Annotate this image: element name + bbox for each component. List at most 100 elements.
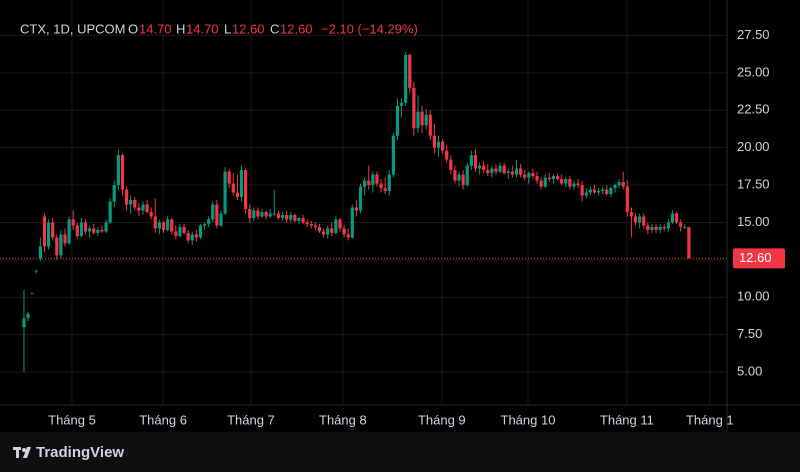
candle-body (170, 219, 174, 232)
candle-body (449, 159, 453, 171)
candle-body (161, 222, 166, 230)
candle-body (207, 219, 211, 224)
footer-bar (0, 432, 800, 472)
change-value: −2.10 (−14.29%) (321, 21, 418, 36)
candle-body (383, 188, 387, 192)
candle-body (461, 174, 465, 186)
candle-body (92, 228, 96, 233)
candle-body (523, 174, 527, 178)
candle-body (38, 246, 42, 259)
candle-body (198, 225, 203, 238)
candle-body (239, 170, 244, 198)
candle-body (588, 189, 592, 193)
open-label: O (128, 21, 138, 36)
candle-body (186, 232, 190, 241)
low-value: 12.60 (232, 21, 265, 36)
candle-body (276, 213, 281, 218)
candle-body (609, 188, 613, 195)
candle-body (243, 170, 248, 209)
candle-body (617, 182, 621, 186)
y-tick-label: 20.00 (737, 139, 770, 154)
candle-body (297, 217, 301, 221)
candle-body (120, 155, 125, 190)
candle-body (194, 234, 198, 238)
candle-body (445, 150, 449, 160)
candle-body (129, 200, 133, 205)
candle-body (592, 189, 597, 193)
candle-body (506, 171, 510, 174)
candle-body (539, 180, 543, 187)
candle-body (75, 225, 79, 236)
candle-body (535, 176, 539, 181)
candle-body (502, 165, 506, 174)
candle-body (104, 222, 108, 232)
x-tick-label: Tháng 9 (418, 412, 466, 427)
brand-name: TradingView (36, 444, 124, 461)
candle-body (260, 211, 264, 217)
candle-body (650, 226, 654, 230)
candle-body (34, 270, 38, 272)
candle-body (202, 223, 207, 226)
candle-body (83, 222, 88, 232)
high-value: 14.70 (186, 21, 219, 36)
candle-body (211, 204, 215, 220)
y-tick-label: 27.50 (737, 27, 770, 42)
candle-body (42, 216, 47, 247)
x-tick-label: Tháng 11 (600, 412, 654, 427)
candle-body (395, 105, 400, 136)
x-tick-label: Tháng 5 (48, 412, 96, 427)
candle-body (100, 229, 104, 232)
labels: 5.007.5010.0012.5015.0017.5020.0022.5025… (48, 27, 785, 427)
candle-body (687, 226, 691, 259)
candle-body (477, 165, 482, 169)
candle-body (153, 216, 157, 229)
candle-body (252, 210, 256, 218)
candle-body (490, 168, 494, 174)
candle-body (248, 208, 252, 218)
candle-body (124, 189, 129, 205)
legend-header: CTX, 1D, UPCOM O 14.70 H 14.70 L 12.60 C… (20, 21, 418, 36)
candle-body (428, 114, 432, 136)
candle-body (149, 211, 153, 217)
last-price-box (733, 248, 785, 269)
candle-body (555, 176, 560, 180)
candle-body (399, 102, 404, 106)
candle-body (342, 228, 346, 235)
candle-body (350, 207, 354, 238)
candle-body (404, 54, 408, 103)
candle-body (420, 111, 424, 126)
candle-body (379, 183, 383, 189)
symbol: CTX, 1D, UPCOM (20, 21, 125, 36)
candle-body (256, 210, 260, 217)
candle-body (441, 141, 445, 151)
candle-body (527, 173, 531, 178)
candle-body (358, 186, 363, 211)
candle-body (235, 192, 239, 198)
candle-body (543, 177, 547, 187)
candle-body (285, 214, 289, 220)
y-tick-label: 17.50 (737, 176, 770, 191)
candle-body (576, 183, 580, 186)
candle-body (387, 174, 391, 192)
candle-body (510, 171, 514, 175)
candle-body (457, 174, 461, 181)
candle-body (601, 189, 605, 192)
high-label: H (176, 21, 185, 36)
candle-body (326, 228, 330, 235)
candle-body (133, 200, 137, 208)
candle-body (371, 174, 375, 186)
candle-body (223, 171, 227, 214)
candle-body (482, 165, 486, 171)
candle-body (547, 177, 551, 180)
candle-body (79, 222, 84, 236)
candle-body (301, 217, 305, 223)
candle-body (71, 219, 75, 226)
candle-body (416, 111, 420, 129)
candle-body (174, 231, 178, 236)
x-tick-label: Tháng 1 (686, 412, 734, 427)
candle-body (145, 204, 149, 212)
candle-body (26, 313, 30, 319)
candle-body (662, 226, 666, 229)
candle-body (564, 179, 568, 184)
